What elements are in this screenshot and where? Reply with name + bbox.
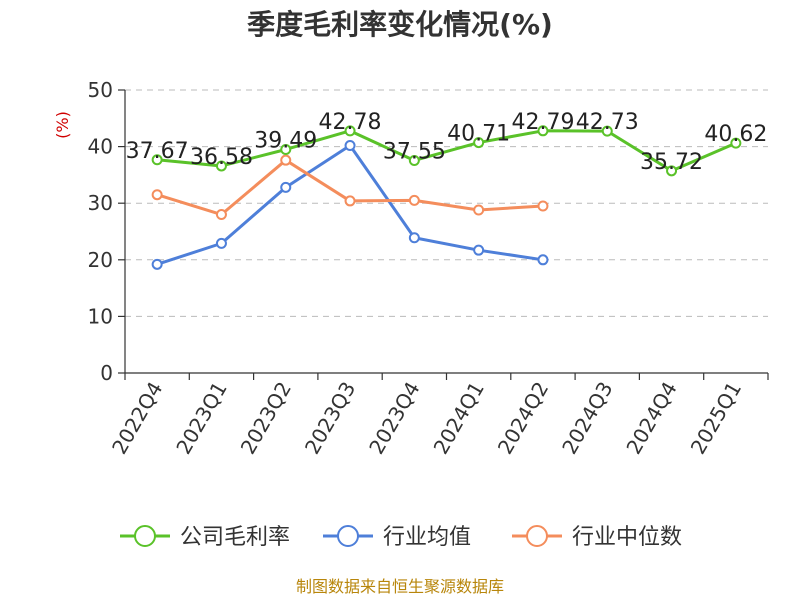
data-point[interactable] xyxy=(280,143,292,155)
x-tick-label: 2023Q1 xyxy=(171,378,231,459)
data-label: 39.49 xyxy=(254,128,317,153)
series-group xyxy=(151,125,742,270)
data-point[interactable] xyxy=(151,189,163,201)
data-point[interactable] xyxy=(473,137,485,149)
y-tick-label: 40 xyxy=(88,135,113,159)
data-label: 42.79 xyxy=(511,110,574,135)
data-point[interactable] xyxy=(344,125,356,137)
data-label: 40.71 xyxy=(447,122,510,147)
chart-title: 季度毛利率变化情况(%) xyxy=(247,8,553,41)
series-2 xyxy=(151,154,549,221)
data-point[interactable] xyxy=(537,200,549,212)
data-point[interactable] xyxy=(151,258,163,270)
legend-label: 公司毛利率 xyxy=(180,525,290,550)
data-point[interactable] xyxy=(537,254,549,266)
data-label: 37.55 xyxy=(383,139,446,164)
legend-item[interactable]: 行业均值 xyxy=(323,525,471,550)
data-point[interactable] xyxy=(215,237,227,249)
data-point[interactable] xyxy=(537,125,549,137)
data-point[interactable] xyxy=(473,244,485,256)
x-tick-label: 2023Q3 xyxy=(300,378,360,459)
x-tick-label: 2022Q4 xyxy=(107,378,167,459)
x-tick-label: 2023Q2 xyxy=(236,378,296,459)
data-point[interactable] xyxy=(344,139,356,151)
data-point[interactable] xyxy=(601,125,613,137)
series-0 xyxy=(151,125,742,177)
y-axis-unit: (%) xyxy=(53,111,72,139)
data-point[interactable] xyxy=(473,204,485,216)
axes: 0 10 20 30 40 50 2022Q4 2023Q1 2023Q2 2023Q3 2023Q… xyxy=(88,78,769,459)
data-label: 42.73 xyxy=(576,110,639,135)
legend-marker xyxy=(337,525,359,547)
series-line xyxy=(157,129,737,173)
data-point[interactable] xyxy=(666,165,678,177)
data-label: 37.67 xyxy=(126,139,189,164)
y-tick-label: 50 xyxy=(88,78,113,102)
x-tick-label: 2024Q2 xyxy=(493,378,553,459)
grid xyxy=(125,89,768,317)
x-tick-label: 2024Q1 xyxy=(429,378,489,459)
y-tick-label: 10 xyxy=(88,304,113,328)
data-point[interactable] xyxy=(408,154,420,166)
legend-item[interactable]: 行业中位数 xyxy=(512,525,682,550)
legend-item[interactable]: 公司毛利率 xyxy=(120,525,290,550)
data-point[interactable] xyxy=(215,160,227,172)
data-point[interactable] xyxy=(280,181,292,193)
y-tick-label: 0 xyxy=(100,361,113,385)
legend[interactable]: 公司毛利率 行业均值 行业中位数 xyxy=(120,525,682,550)
x-tick-label: 2024Q3 xyxy=(557,378,617,459)
legend-marker xyxy=(526,525,548,547)
data-label: 42.78 xyxy=(319,110,382,135)
legend-label: 行业中位数 xyxy=(572,525,682,550)
data-label: 35.72 xyxy=(640,150,703,175)
legend-label: 行业均值 xyxy=(383,525,471,550)
data-point[interactable] xyxy=(344,195,356,207)
data-point[interactable] xyxy=(408,194,420,206)
source-note: 制图数据来自恒生聚源数据库 xyxy=(296,577,504,596)
legend-marker xyxy=(134,525,156,547)
data-point[interactable] xyxy=(151,154,163,166)
data-point[interactable] xyxy=(215,209,227,221)
x-tick-label: 2024Q4 xyxy=(621,378,681,459)
x-tick-label: 2023Q4 xyxy=(364,378,424,459)
series-1 xyxy=(151,139,549,270)
y-tick-label: 30 xyxy=(88,191,113,215)
y-tick-label: 20 xyxy=(88,248,113,272)
data-point[interactable] xyxy=(408,232,420,244)
data-label: 40.62 xyxy=(704,122,767,147)
data-label: 36.58 xyxy=(190,145,253,170)
x-tick-label: 2025Q1 xyxy=(686,378,746,459)
data-point[interactable] xyxy=(280,154,292,166)
data-point[interactable] xyxy=(730,137,742,149)
